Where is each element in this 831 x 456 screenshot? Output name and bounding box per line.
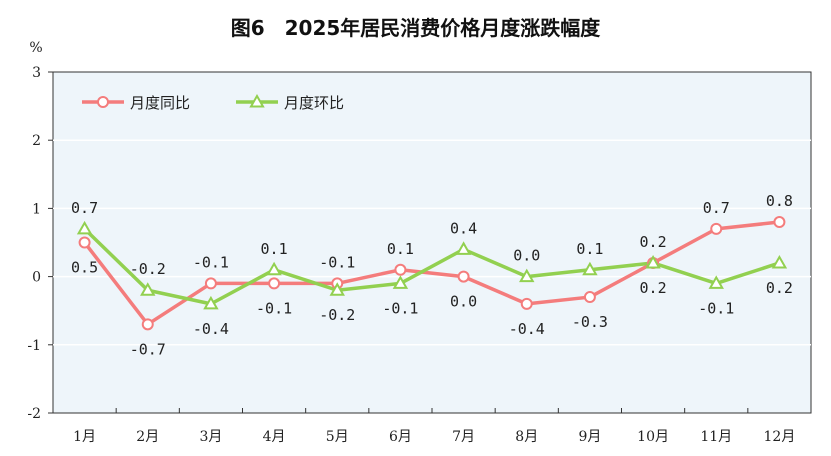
x-tick-label: 5月 — [326, 429, 349, 445]
data-point — [519, 268, 535, 283]
data-label: -0.4 — [193, 320, 229, 338]
data-point — [708, 275, 724, 289]
y-axis-unit: % — [29, 40, 42, 56]
x-tick-label: 9月 — [578, 429, 601, 445]
x-tick-label: 1月 — [73, 429, 96, 445]
data-label: 0.1 — [387, 240, 414, 258]
x-tick-label: 3月 — [199, 429, 222, 445]
data-point — [140, 282, 156, 296]
data-point — [583, 291, 596, 304]
chart-title: 图6 2025年居民消费价格月度涨跌幅度 — [230, 16, 601, 40]
data-label: -0.1 — [193, 253, 229, 271]
data-label: 0.4 — [450, 219, 477, 237]
y-tick-label: 2 — [32, 133, 41, 149]
data-point — [455, 241, 472, 255]
data-label: 0.0 — [513, 247, 540, 265]
series-line-2 — [83, 227, 780, 306]
data-label: -0.1 — [698, 299, 734, 317]
data-point — [268, 277, 281, 290]
data-label: -0.3 — [572, 313, 608, 331]
data-point — [78, 236, 91, 249]
x-tick-label: 6月 — [389, 429, 412, 445]
y-tick-label: 1 — [32, 201, 41, 217]
x-tick-label: 4月 — [263, 429, 286, 445]
data-point — [203, 295, 219, 310]
data-label: -0.7 — [130, 340, 166, 358]
data-point — [141, 318, 154, 331]
data-label: -0.1 — [382, 299, 418, 317]
data-label: 0.2 — [640, 233, 667, 251]
data-point — [266, 261, 282, 276]
data-point — [457, 270, 470, 283]
y-tick-label: 0 — [32, 270, 41, 286]
data-point — [329, 282, 345, 296]
legend-label: 月度同比 — [130, 94, 190, 112]
data-point — [76, 220, 93, 235]
data-label: -0.1 — [319, 253, 355, 271]
data-point — [392, 275, 409, 289]
data-point — [645, 254, 661, 269]
x-tick-label: 10月 — [637, 429, 669, 445]
y-tick-label: -1 — [27, 338, 41, 354]
data-label: -0.2 — [319, 306, 355, 324]
plot-area — [52, 71, 812, 414]
series-line-1 — [83, 220, 780, 327]
legend-marker — [97, 96, 109, 108]
y-tick-label: 3 — [32, 65, 41, 81]
data-point — [773, 216, 786, 229]
x-tick-label: 12月 — [764, 429, 796, 445]
legend-marker — [249, 93, 265, 108]
data-point — [771, 254, 788, 269]
data-point — [582, 261, 598, 276]
data-label: 0.8 — [766, 192, 793, 210]
data-label: 0.7 — [71, 199, 98, 217]
data-label: 0.0 — [450, 293, 477, 311]
data-label: 0.2 — [766, 279, 793, 297]
y-tick-label: -2 — [27, 406, 41, 422]
data-label: 0.2 — [640, 279, 667, 297]
data-label: 0.1 — [261, 240, 288, 258]
data-point — [710, 222, 723, 235]
legend-label: 月度环比 — [284, 94, 344, 112]
data-point — [520, 297, 533, 310]
x-tick-label: 7月 — [452, 429, 475, 445]
data-label: 0.7 — [703, 199, 730, 217]
data-point — [394, 263, 407, 276]
x-tick-label: 2月 — [136, 429, 159, 445]
data-label: -0.1 — [256, 299, 292, 317]
data-point — [204, 277, 217, 290]
data-label: -0.2 — [130, 260, 166, 278]
x-tick-label: 11月 — [700, 429, 732, 445]
data-label: -0.4 — [509, 320, 545, 338]
data-label: 0.5 — [71, 259, 98, 277]
x-tick-label: 8月 — [515, 429, 538, 445]
data-label: 0.1 — [576, 240, 603, 258]
